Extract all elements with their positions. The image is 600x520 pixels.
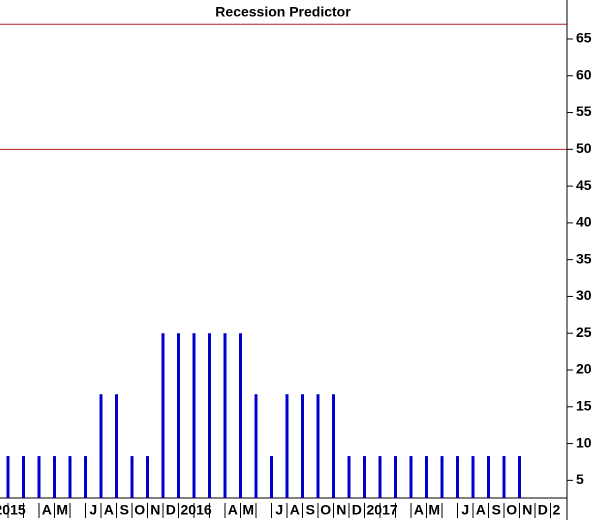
x-tick-label: D [352, 502, 362, 518]
x-tick-label: J [461, 502, 469, 518]
x-tick-label: 2 [553, 502, 561, 518]
x-tick-label: O [506, 502, 517, 518]
x-tick-label: 2016 [181, 502, 212, 518]
x-tick-label: J [89, 502, 97, 518]
y-tick-label: 55 [576, 103, 592, 119]
x-tick-label: S [120, 502, 129, 518]
y-tick-label: 25 [576, 324, 592, 340]
y-tick-label: 20 [576, 361, 592, 377]
x-tick-label: O [134, 502, 145, 518]
x-tick-label: A [42, 502, 52, 518]
x-tick-label: D [538, 502, 548, 518]
x-tick-label: S [492, 502, 501, 518]
y-tick-label: 10 [576, 434, 592, 450]
x-tick-label: 2015 [0, 502, 26, 518]
x-tick-label: M [428, 502, 440, 518]
x-tick-label: D [166, 502, 176, 518]
y-tick-label: 65 [576, 30, 592, 46]
y-tick-label: 45 [576, 177, 592, 193]
y-tick-label: 15 [576, 397, 592, 413]
x-tick-label: A [104, 502, 114, 518]
x-tick-label: J [275, 502, 283, 518]
x-tick-label: A [414, 502, 424, 518]
x-tick-label: N [150, 502, 160, 518]
y-tick-label: 60 [576, 66, 592, 82]
x-tick-label: A [476, 502, 486, 518]
x-tick-label: M [56, 502, 68, 518]
x-tick-label: 2017 [367, 502, 398, 518]
x-tick-label: O [320, 502, 331, 518]
x-tick-label: A [228, 502, 238, 518]
y-tick-label: 30 [576, 287, 592, 303]
y-tick-label: 5 [576, 471, 584, 487]
x-tick-label: A [290, 502, 300, 518]
y-tick-label: 50 [576, 140, 592, 156]
chart-title: Recession Predictor [215, 4, 351, 20]
x-tick-label: N [522, 502, 532, 518]
x-tick-label: M [242, 502, 254, 518]
y-tick-label: 40 [576, 214, 592, 230]
x-tick-label: S [306, 502, 315, 518]
y-tick-label: 35 [576, 250, 592, 266]
x-tick-label: N [336, 502, 346, 518]
